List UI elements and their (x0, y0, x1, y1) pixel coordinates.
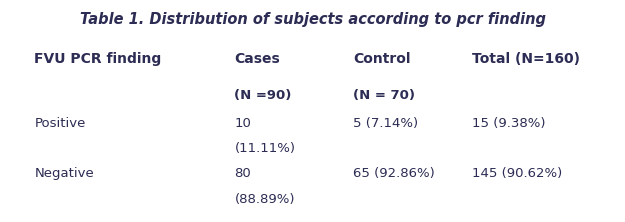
Text: 5 (7.14%): 5 (7.14%) (353, 117, 418, 130)
Text: Table 1. Distribution of subjects according to pcr finding: Table 1. Distribution of subjects accord… (79, 12, 546, 27)
Text: Total (N=160): Total (N=160) (472, 52, 580, 66)
Text: Control: Control (353, 52, 411, 66)
Text: (11.11%): (11.11%) (234, 142, 296, 155)
Text: (N = 70): (N = 70) (353, 89, 415, 102)
Text: Positive: Positive (34, 117, 86, 130)
Text: (N =90): (N =90) (234, 89, 292, 102)
Text: (88.89%): (88.89%) (234, 193, 295, 206)
Text: 80: 80 (234, 167, 251, 180)
Text: FVU PCR finding: FVU PCR finding (34, 52, 162, 66)
Text: 10: 10 (234, 117, 251, 130)
Text: 145 (90.62%): 145 (90.62%) (472, 167, 562, 180)
Text: 15 (9.38%): 15 (9.38%) (472, 117, 546, 130)
Text: Negative: Negative (34, 167, 94, 180)
Text: Cases: Cases (234, 52, 280, 66)
Text: 65 (92.86%): 65 (92.86%) (353, 167, 435, 180)
